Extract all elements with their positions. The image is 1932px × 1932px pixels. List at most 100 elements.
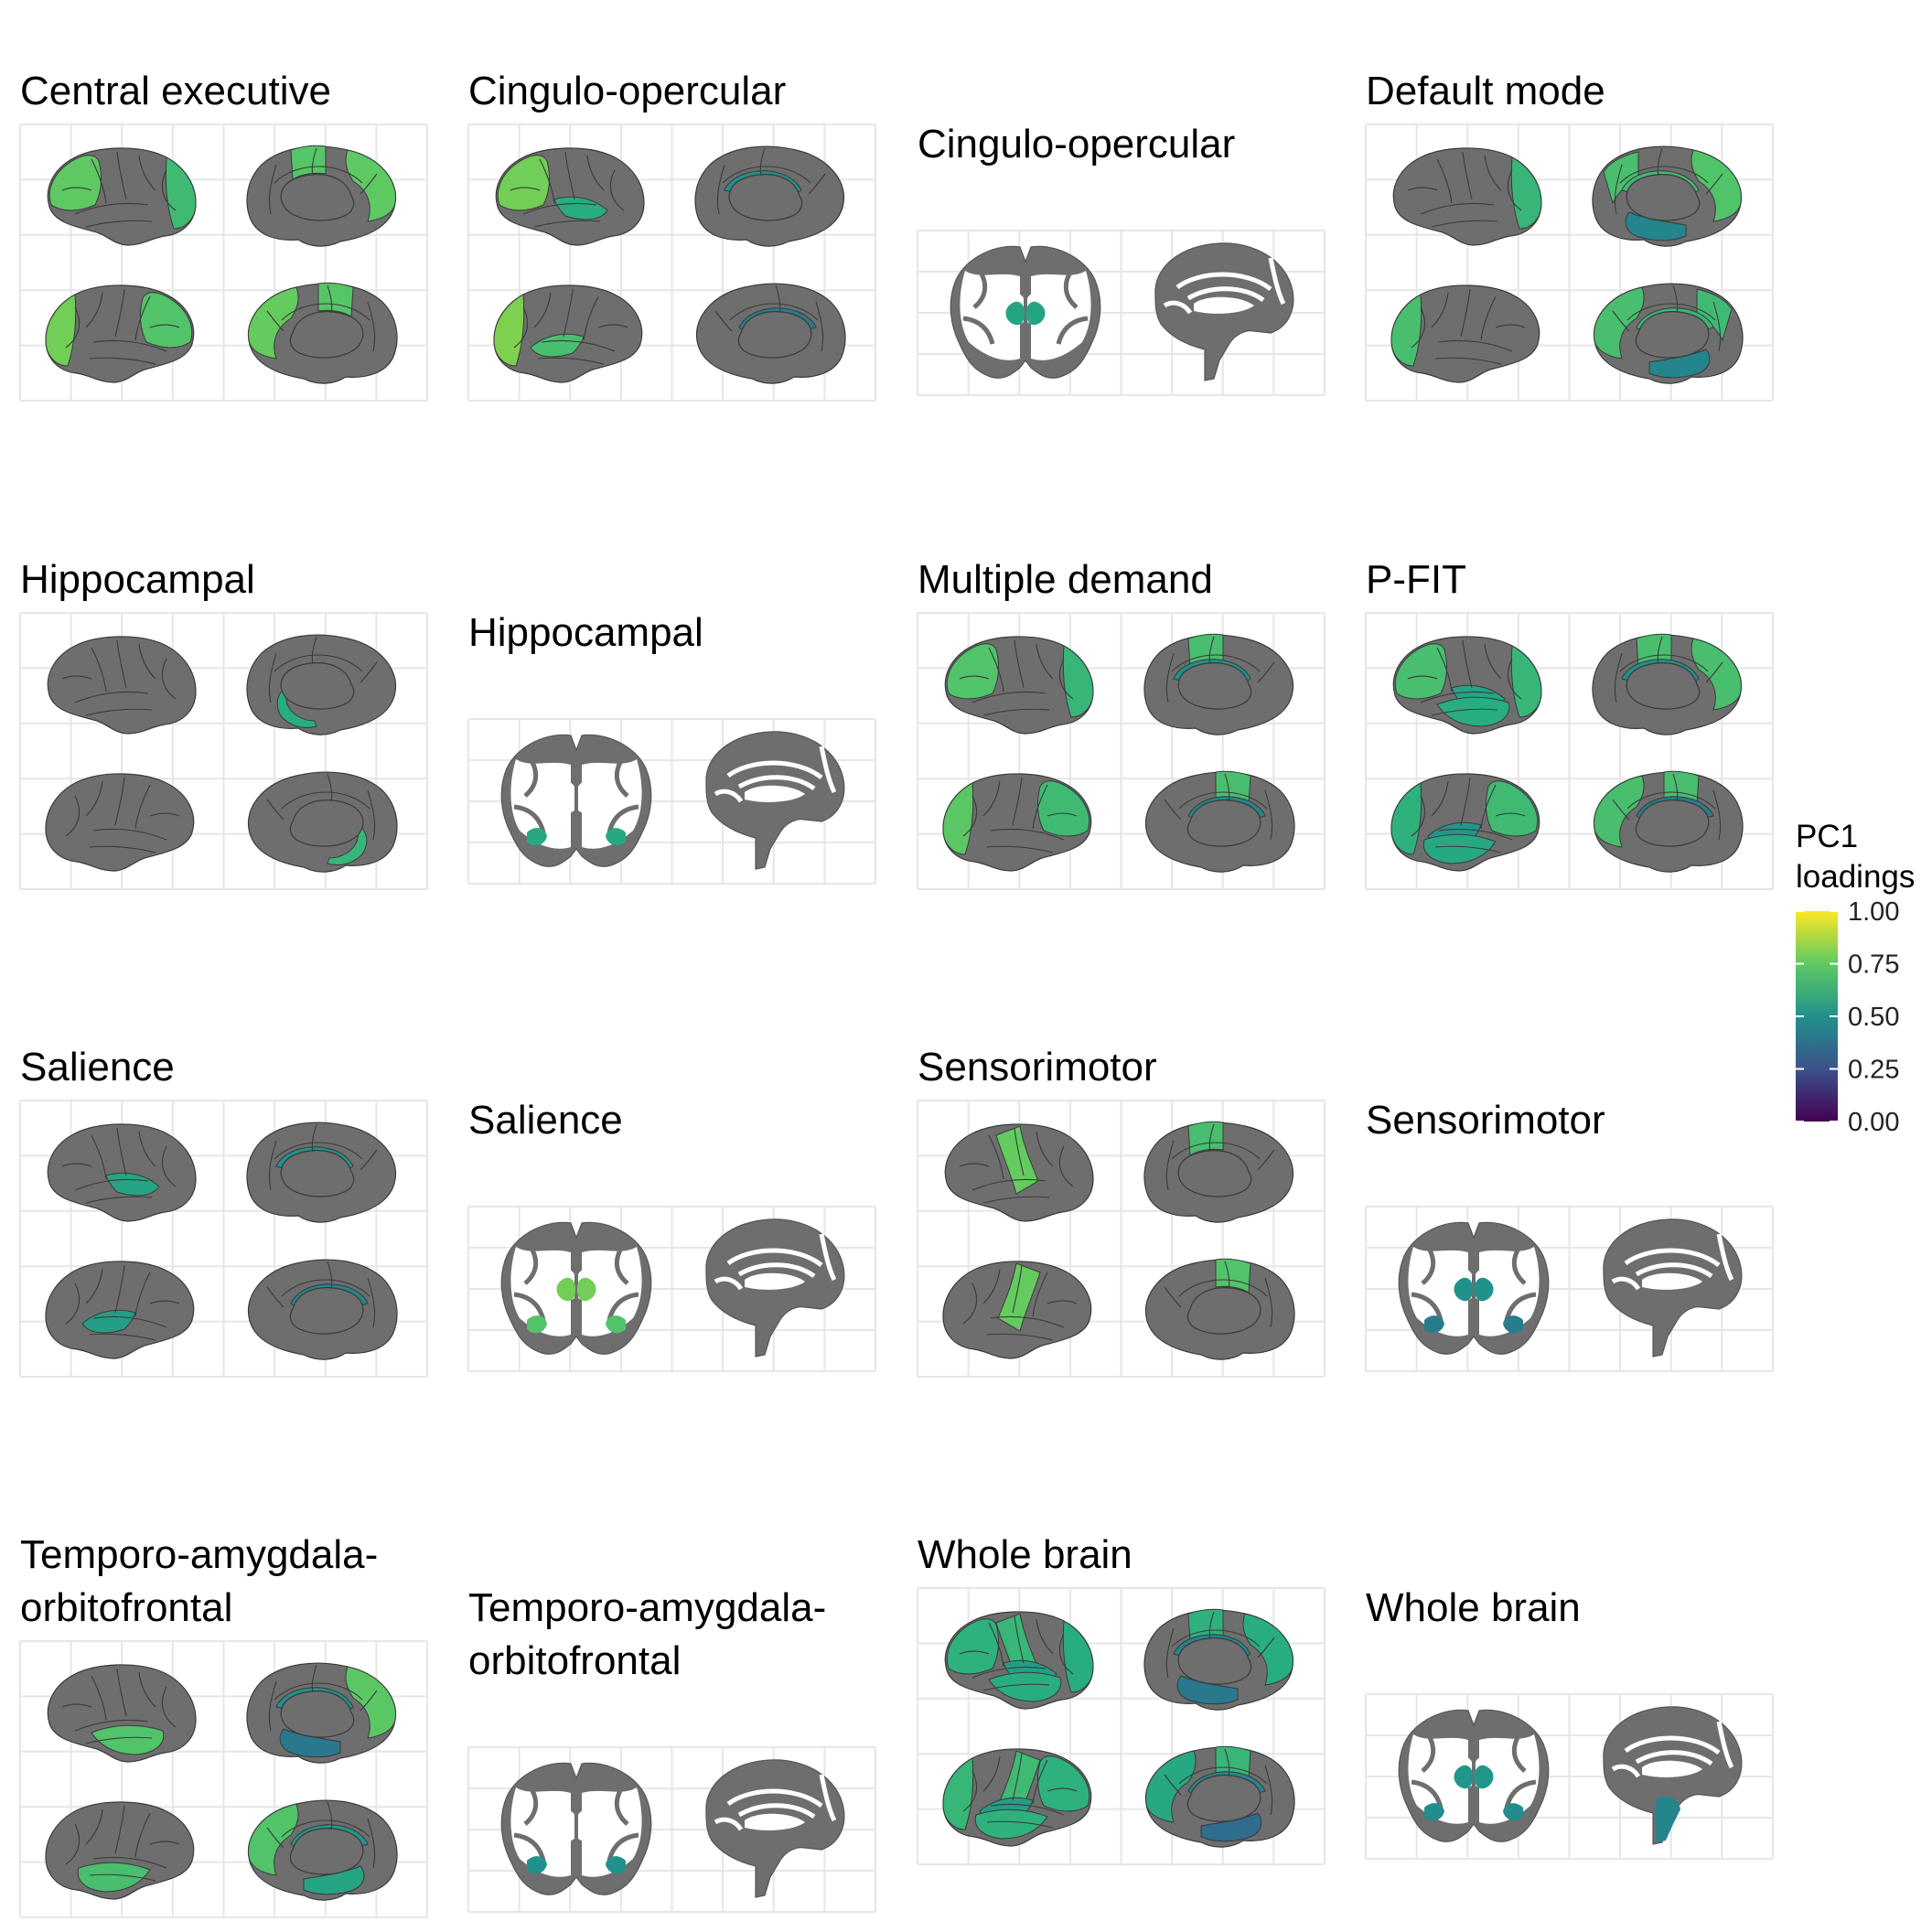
legend-title-line-2: loadings bbox=[1796, 859, 1915, 895]
sulcus-line bbox=[1012, 1752, 1023, 1801]
sulcus-line bbox=[61, 187, 92, 191]
sulcus-line bbox=[92, 1856, 167, 1869]
brain-view-lm bbox=[1592, 145, 1743, 247]
sulcus-line bbox=[1036, 1131, 1054, 1167]
corpus-callosum-gap bbox=[1642, 1760, 1702, 1777]
sulcus-line bbox=[564, 151, 575, 200]
region-ll-occ bbox=[1062, 1620, 1094, 1693]
sulcus-gap bbox=[737, 775, 816, 791]
brain-view-rm bbox=[247, 282, 398, 384]
sulcus-line bbox=[268, 1140, 277, 1191]
region-lm-front bbox=[345, 1666, 396, 1739]
panel-10: Salience bbox=[467, 1098, 876, 1372]
sulcus-line bbox=[85, 1809, 103, 1845]
panel-title: Salience bbox=[20, 1045, 175, 1089]
sulcus-line bbox=[65, 1823, 80, 1865]
sulcus-gap bbox=[1716, 1721, 1734, 1769]
region-coronal-hipp bbox=[1424, 1315, 1523, 1334]
sulcus-line bbox=[1171, 654, 1261, 672]
brain-view-lm bbox=[246, 145, 397, 247]
panel-title: Whole brain bbox=[918, 1532, 1132, 1577]
sulcus-gap bbox=[1635, 1750, 1713, 1766]
sulcus-line bbox=[61, 675, 92, 680]
region-rm-hipp bbox=[327, 821, 368, 866]
sulcus-line bbox=[1657, 147, 1663, 177]
sulcus-line bbox=[367, 1818, 376, 1869]
legend-tick-label: 0.75 bbox=[1848, 950, 1899, 980]
corpus-callosum-gap bbox=[745, 1813, 805, 1830]
cortex-surface bbox=[45, 773, 195, 872]
sulcus-line bbox=[1705, 173, 1723, 195]
gyrus-line bbox=[1504, 1779, 1537, 1809]
sulcus-line bbox=[134, 784, 151, 830]
sulcus-line bbox=[1612, 310, 1630, 332]
medial-wall bbox=[728, 174, 803, 221]
sulcus-line bbox=[74, 1719, 149, 1732]
sulcus-line bbox=[988, 1622, 1004, 1668]
brain-view-rl bbox=[45, 284, 195, 383]
region-lm-front bbox=[1690, 149, 1742, 222]
panel-4: Default mode bbox=[1365, 69, 1774, 402]
sulcus-line bbox=[138, 643, 156, 680]
sulcus-line bbox=[149, 1841, 180, 1845]
medial-wall bbox=[1626, 662, 1701, 710]
sulcus-gap bbox=[737, 1803, 816, 1819]
sulcus-line bbox=[367, 789, 376, 841]
coronal-slice bbox=[500, 1762, 652, 1895]
sulcus-gap bbox=[714, 1817, 744, 1831]
brain-view-rl bbox=[942, 773, 1092, 872]
panel-title: Whole brain bbox=[1366, 1585, 1581, 1630]
sulcus-line bbox=[116, 639, 127, 689]
sulcus-line bbox=[722, 166, 811, 184]
sulcus-line bbox=[1626, 791, 1716, 810]
sulcus-line bbox=[1407, 675, 1438, 680]
region-rl-ins bbox=[81, 1309, 136, 1334]
sulcus-line bbox=[1164, 1774, 1182, 1796]
medial-wall bbox=[1177, 1150, 1252, 1197]
gyrus-line bbox=[614, 757, 629, 798]
sulcus-line bbox=[360, 1149, 378, 1171]
sulcus-line bbox=[1438, 828, 1513, 841]
medial-wall bbox=[280, 662, 355, 710]
region-ll-front bbox=[48, 155, 102, 211]
region-rl-occ bbox=[942, 782, 974, 855]
brain-view-rl bbox=[1390, 284, 1540, 383]
sulcus-line bbox=[541, 339, 616, 352]
region-lm-hipp bbox=[276, 684, 317, 729]
region-coronal-hipp bbox=[527, 1856, 626, 1874]
gyrus-line bbox=[606, 1832, 639, 1862]
panel-15: Whole brain bbox=[917, 1532, 1326, 1865]
sulcus-line bbox=[1484, 643, 1502, 680]
sulcus-line bbox=[134, 1812, 151, 1858]
panel-8: P-FIT bbox=[1365, 557, 1774, 890]
region-coronal-thal bbox=[1005, 301, 1046, 326]
sulcus-line bbox=[1712, 301, 1722, 352]
sulcus-line bbox=[89, 1333, 156, 1341]
sulcus-line bbox=[92, 828, 167, 841]
medial-wall bbox=[1635, 800, 1710, 847]
sulcus-line bbox=[1165, 1140, 1175, 1191]
brain-view-ll bbox=[47, 636, 197, 735]
medial-wall bbox=[1635, 311, 1710, 359]
brain-view-ll bbox=[944, 1611, 1094, 1710]
sulcus-line bbox=[1480, 784, 1497, 830]
sulcus-line bbox=[962, 1283, 978, 1325]
panel-title: Cingulo-opercular bbox=[918, 122, 1235, 166]
sulcus-gap bbox=[1163, 300, 1193, 315]
gyrus-line bbox=[614, 1245, 629, 1285]
sulcus-line bbox=[533, 292, 552, 328]
region-rl-front bbox=[139, 292, 193, 349]
sulcus-line bbox=[149, 812, 180, 817]
sulcus-line bbox=[1462, 151, 1473, 200]
sulcus-gap bbox=[1624, 1735, 1721, 1755]
medial-wall bbox=[280, 1150, 355, 1197]
sulcus-line bbox=[1178, 791, 1268, 810]
sulcus-line bbox=[959, 675, 990, 680]
sulcus-line bbox=[1672, 284, 1679, 314]
sulcus-line bbox=[714, 310, 733, 332]
sulcus-gap bbox=[726, 1248, 823, 1268]
sulcus-line bbox=[114, 1264, 125, 1314]
sulcus-line bbox=[74, 691, 149, 703]
sulcus-line bbox=[1434, 845, 1502, 853]
sulcus-line bbox=[1257, 1149, 1275, 1171]
